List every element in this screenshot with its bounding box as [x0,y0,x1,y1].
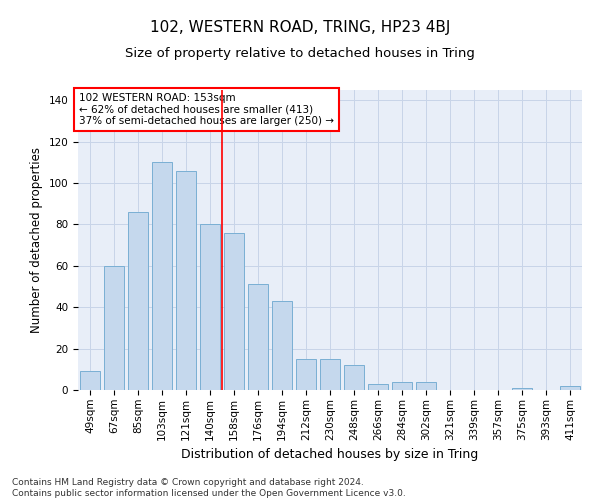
Bar [272,301,292,390]
Text: Contains HM Land Registry data © Crown copyright and database right 2024.
Contai: Contains HM Land Registry data © Crown c… [12,478,406,498]
Bar [200,224,220,390]
Bar [344,365,364,390]
Bar [248,284,268,390]
Y-axis label: Number of detached properties: Number of detached properties [30,147,43,333]
Bar [416,382,436,390]
Bar [224,233,244,390]
Text: 102 WESTERN ROAD: 153sqm
← 62% of detached houses are smaller (413)
37% of semi-: 102 WESTERN ROAD: 153sqm ← 62% of detach… [79,93,334,126]
Bar [176,170,196,390]
Text: 102, WESTERN ROAD, TRING, HP23 4BJ: 102, WESTERN ROAD, TRING, HP23 4BJ [150,20,450,35]
Bar [560,386,580,390]
Bar [392,382,412,390]
Bar [296,359,316,390]
Bar [320,359,340,390]
Bar [128,212,148,390]
Bar [512,388,532,390]
X-axis label: Distribution of detached houses by size in Tring: Distribution of detached houses by size … [181,448,479,461]
Bar [152,162,172,390]
Bar [104,266,124,390]
Bar [368,384,388,390]
Text: Size of property relative to detached houses in Tring: Size of property relative to detached ho… [125,48,475,60]
Bar [80,372,100,390]
